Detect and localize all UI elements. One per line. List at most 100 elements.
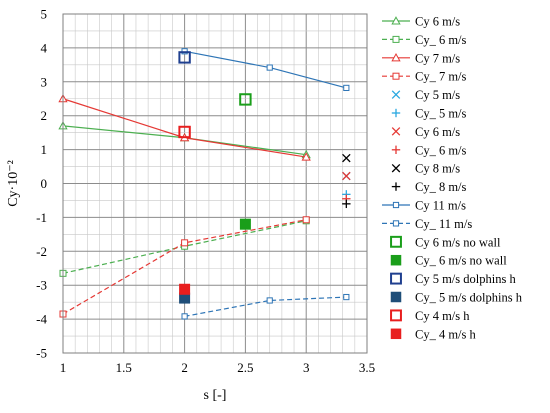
data-point [342, 171, 351, 181]
legend-label: Cy 5 m/s [415, 88, 460, 102]
y-tick-label: 2 [41, 108, 48, 123]
legend-label: Cy_ 5 m/s [415, 107, 467, 121]
series-12 [239, 93, 252, 106]
series-16 [178, 125, 191, 139]
legend-label: Cy 6 m/s no wall [415, 235, 501, 249]
series-14 [178, 51, 191, 64]
legend-item: Cy_ 4 m/s h [390, 327, 477, 341]
y-tick-label: 0 [41, 176, 48, 191]
legend-item: Cy 8 m/s [391, 162, 460, 176]
axes: 1 1.5 2 2.5 3 3.5 -5 -4 -3 -2 -1 0 1 2 3 4 5 s [-] Cy·10⁻² [6, 7, 375, 404]
legend-item: Cy_ 5 m/s dolphins h [390, 291, 523, 305]
legend-label: Cy_ 4 m/s h [415, 327, 477, 341]
data-point-stroke [342, 171, 351, 181]
data-point [391, 52, 401, 62]
series-10 [181, 48, 350, 92]
legend-label: Cy_ 6 m/s no wall [415, 254, 507, 268]
legend-label: Cy 6 m/s [415, 125, 460, 139]
legend-item: Cy 11 m/s [382, 199, 466, 213]
legend-item: Cy_ 6 m/s [391, 143, 467, 157]
data-point [301, 152, 311, 161]
series-13 [239, 218, 251, 230]
data-point [390, 254, 402, 266]
y-tick-label: -5 [36, 346, 47, 361]
legend-item: Cy_ 11 m/s [382, 217, 472, 231]
legend-label: Cy 11 m/s [415, 199, 466, 213]
legend-item: Cy 7 m/s [382, 51, 460, 65]
y-tick-label: 5 [41, 7, 48, 22]
data-point [392, 72, 400, 80]
x-axis-title: s [-] [204, 388, 227, 403]
y-tick-label: -1 [36, 210, 47, 225]
series-11 [181, 293, 350, 320]
data-point [266, 64, 273, 71]
data-point [181, 239, 189, 247]
data-point [392, 201, 400, 209]
y-tick-label: 1 [41, 142, 48, 157]
data-point [391, 163, 401, 173]
legend-item: Cy_ 8 m/s [391, 180, 467, 194]
y-tick-label: -3 [36, 278, 47, 293]
y-tick-label: -2 [36, 244, 47, 259]
legend-label: Cy 5 m/s dolphins h [415, 272, 516, 286]
legend-item: Cy 4 m/s h [390, 309, 470, 323]
series-9 [342, 199, 351, 209]
legend-label: Cy_ 6 m/s [415, 143, 467, 157]
y-tick-label: 4 [41, 40, 48, 55]
data-point [390, 291, 402, 303]
data-point [181, 313, 188, 320]
data-point [391, 182, 401, 191]
legend-item: Cy_ 6 m/s [382, 33, 467, 47]
legend-label: Cy_ 8 m/s [415, 180, 467, 194]
data-point-stroke [391, 163, 401, 173]
data-point [179, 283, 191, 295]
legend-label: Cy 4 m/s h [415, 309, 470, 323]
legend: Cy 6 m/s Cy_ 6 m/s Cy 7 m/s Cy_ 7 m/s Cy 5 m… [382, 15, 523, 341]
data-point [391, 145, 401, 154]
legend-label: Cy_ 5 m/s dolphins h [415, 291, 523, 305]
data-point [390, 235, 402, 248]
series-line [184, 296, 347, 317]
x-tick-label: 2.5 [237, 360, 253, 375]
data-point [343, 84, 350, 92]
legend-item: Cy_ 5 m/s [391, 107, 467, 121]
legend-label: Cy 6 m/s [415, 15, 460, 29]
data-point [390, 309, 402, 322]
y-tick-label: 3 [41, 74, 48, 89]
x-tick-label: 3 [303, 360, 310, 375]
data-point [342, 153, 351, 163]
data-point [343, 293, 350, 301]
data-point-stroke [342, 153, 351, 163]
data-point [390, 272, 402, 285]
legend-item: Cy 6 m/s [391, 125, 460, 139]
data-point [392, 35, 400, 43]
x-tick-label: 2 [181, 360, 188, 375]
data-point [392, 220, 400, 227]
plot-area-border [62, 13, 368, 354]
data-point [178, 51, 191, 64]
data-point [178, 125, 191, 139]
legend-label: Cy 8 m/s [415, 162, 460, 176]
legend-label: Cy_ 7 m/s [415, 70, 467, 84]
data-point [391, 127, 401, 136]
data-point-stroke [391, 90, 401, 99]
x-tick-label: 1 [60, 360, 67, 375]
series-17 [179, 283, 191, 295]
x-tick-label: 3.5 [359, 360, 375, 375]
grid [62, 13, 368, 354]
legend-item: Cy_ 7 m/s [382, 70, 467, 84]
data-point [391, 90, 401, 99]
data-point [239, 218, 251, 230]
data-point [391, 16, 401, 25]
data-point [391, 108, 401, 118]
legend-label: Cy_ 11 m/s [415, 217, 472, 231]
data-point [302, 216, 310, 224]
y-axis-title: Cy·10⁻² [6, 160, 21, 207]
series-8 [342, 153, 351, 163]
series-6 [342, 171, 351, 181]
legend-label: Cy_ 6 m/s [415, 33, 467, 47]
legend-item: Cy 5 m/s dolphins h [390, 272, 516, 286]
data-point [342, 199, 351, 209]
data-point-stroke [391, 127, 401, 136]
